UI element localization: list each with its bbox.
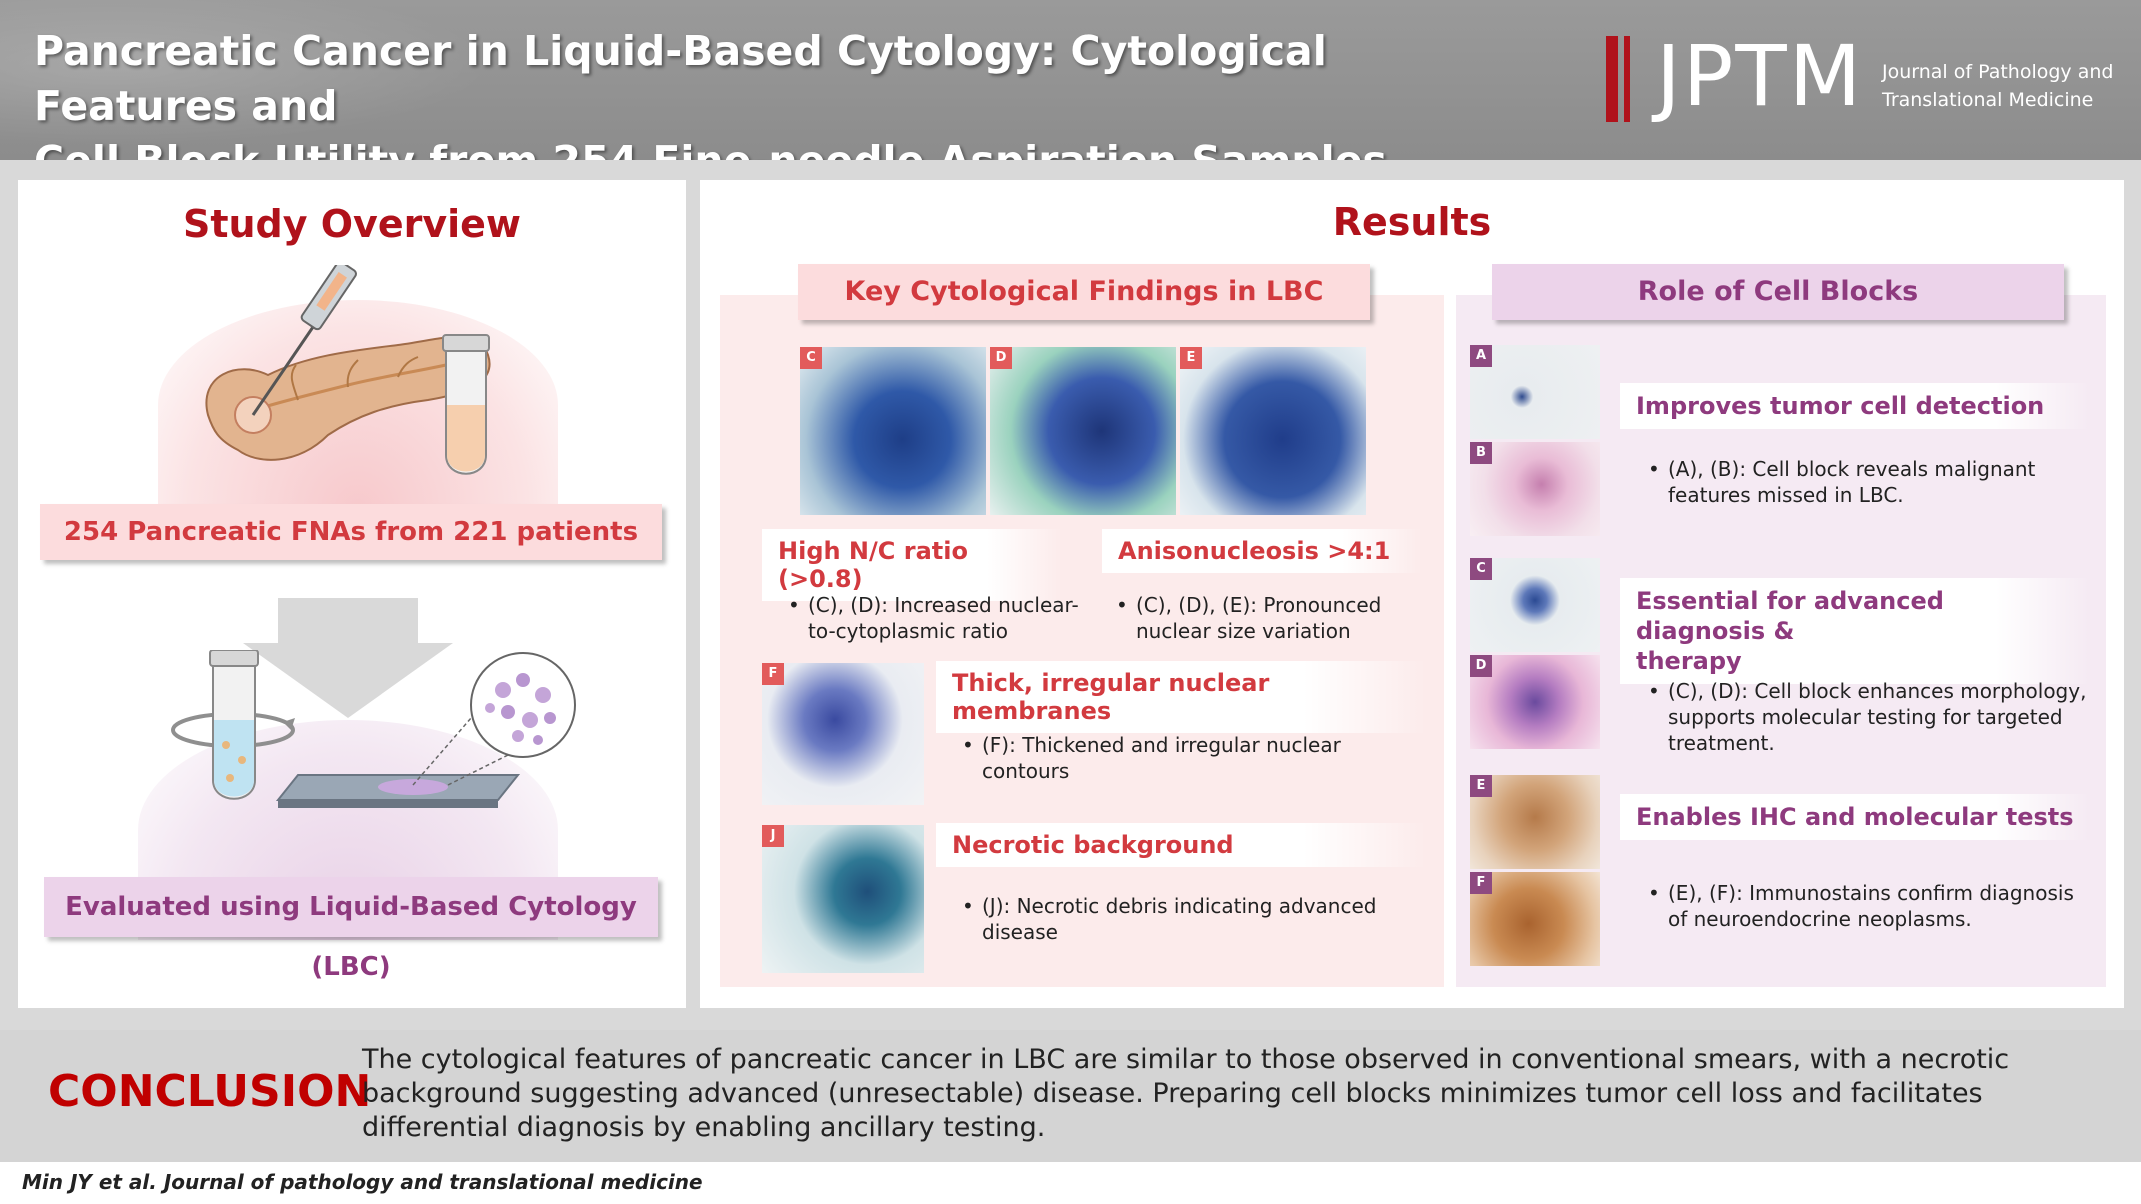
conclusion-text: The cytological features of pancreatic c… [362,1044,2010,1143]
page-title-line1: Pancreatic Cancer in Liquid-Based Cytolo… [34,27,1327,130]
bullet-line: (E), (F): Immunostains confirm diagnosis [1668,881,2074,905]
journal-name-line1: Journal of Pathology and [1882,61,2114,83]
bullet-line: (J): Necrotic debris indicating advanced [982,894,1377,918]
micrograph-label: C [1470,558,1492,580]
citation: Min JY et al. Journal of pathology and t… [22,1170,703,1194]
micrograph-e: E [1180,347,1366,515]
bullet-line: features missed in LBC. [1668,483,1904,507]
micrograph-cb-b: B [1470,442,1600,536]
micrograph-cb-f: F [1470,872,1600,966]
header-banner: Pancreatic Cancer in Liquid-Based Cytolo… [0,0,2141,185]
role-diagnosis-bullet: • (C), (D): Cell block enhances morpholo… [1648,678,2098,756]
role-diagnosis-heading-line2: therapy [1636,647,1742,675]
journal-name: Journal of Pathology and Translational M… [1882,58,2113,114]
role-diagnosis-heading-line1: Essential for advanced diagnosis & [1636,587,1944,645]
results-title: Results [1332,200,1492,244]
micrograph-label: F [762,663,784,685]
bullet-line: (C), (D): Cell block enhances morphology… [1668,679,2087,703]
micrograph-label: C [800,347,822,369]
lbc-method-pill: Evaluated using Liquid-Based Cytology (L… [44,877,658,982]
key-findings-title: Key Cytological Findings in LBC [798,264,1370,320]
conclusion-label: CONCLUSION [48,1066,372,1117]
finding-nc-ratio-bullet: • (C), (D): Increased nuclear- to-cytopl… [788,592,1088,644]
bullet-line: nuclear size variation [1136,619,1351,643]
bullet-line: disease [982,920,1058,944]
study-overview-panel: Study Overview 254 Pancreatic FNAs from … [18,180,686,1008]
micrograph-f: F [762,663,924,805]
journal-name-line2: Translational Medicine [1882,89,2094,111]
micrograph-cb-c: C [1470,558,1600,652]
micrograph-label: E [1470,775,1492,797]
micrograph-cb-a: A [1470,345,1600,439]
bullet-line: treatment. [1668,731,1775,755]
finding-anisonucleosis-heading: Anisonucleosis >4:1 [1102,529,1422,573]
micrograph-d: D [990,347,1176,515]
micrograph-j: J [762,825,924,973]
finding-nuclear-membrane-bullet: • (F): Thickened and irregular nuclear c… [962,732,1382,784]
finding-nc-ratio-heading: High N/C ratio (>0.8) [762,529,1062,601]
fna-count-pill: 254 Pancreatic FNAs from 221 patients [40,504,662,560]
role-ihc-bullet: • (E), (F): Immunostains confirm diagnos… [1648,880,2088,932]
role-detection-bullet: • (A), (B): Cell block reveals malignant… [1648,456,2088,508]
bullet-line: supports molecular testing for targeted [1668,705,2063,729]
micrograph-label: B [1470,442,1492,464]
micrograph-label: D [990,347,1012,369]
finding-anisonucleosis-bullet: • (C), (D), (E): Pronounced nuclear size… [1116,592,1416,644]
bullet-line: of neuroendocrine neoplasms. [1668,907,1972,931]
micrograph-c: C [800,347,986,515]
jptm-logo: JPTM [1656,27,1864,125]
role-diagnosis-heading: Essential for advanced diagnosis & thera… [1620,578,2090,684]
lbc-illustration [171,650,576,808]
role-ihc-heading: Enables IHC and molecular tests [1620,794,2090,840]
micrograph-label: A [1470,345,1492,367]
pancreas-fna-illustration [205,265,491,475]
bullet-line: contours [982,759,1070,783]
study-overview-title: Study Overview [182,202,522,246]
bullet-line: (C), (D): Increased nuclear- [808,593,1079,617]
bullet-line: to-cytoplasmic ratio [808,619,1009,643]
finding-necrotic-heading: Necrotic background [936,823,1426,867]
finding-necrotic-bullet: • (J): Necrotic debris indicating advanc… [962,893,1402,945]
role-detection-heading: Improves tumor cell detection [1620,383,2090,429]
micrograph-label: E [1180,347,1202,369]
micrograph-cb-e: E [1470,775,1600,869]
micrograph-label: D [1470,655,1492,677]
cell-blocks-title: Role of Cell Blocks [1492,264,2064,320]
micrograph-cb-d: D [1470,655,1600,749]
header-texture [0,0,560,160]
micrograph-label: F [1470,872,1492,894]
micrograph-label: J [762,825,784,847]
bullet-line: (A), (B): Cell block reveals malignant [1668,457,2036,481]
bullet-line: (C), (D), (E): Pronounced [1136,593,1382,617]
finding-nuclear-membrane-heading: Thick, irregular nuclear membranes [936,661,1426,733]
down-arrow-icon [243,598,453,718]
results-panel: Results Key Cytological Findings in LBC … [700,180,2124,1008]
bullet-line: (F): Thickened and irregular nuclear [982,733,1341,757]
jptm-logo-bars [1606,36,1646,122]
conclusion-bar [0,1030,2141,1162]
